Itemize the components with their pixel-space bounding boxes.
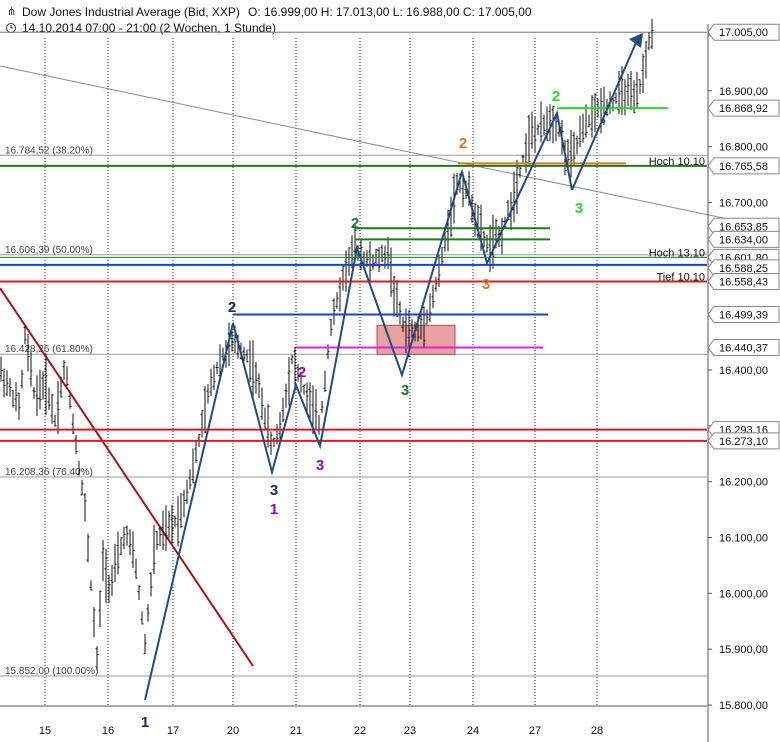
price-tag-label: 16.765,58 [719, 161, 768, 173]
x-tick-label: 17 [167, 725, 179, 737]
downtrend-line [0, 287, 254, 667]
fib-level-label: 16.208,36 (76.40%) [5, 467, 93, 478]
price-tag-box [707, 23, 780, 41]
price-tag: 17.005,00 [707, 23, 780, 41]
wave-lines [144, 33, 643, 701]
x-axis: 15 16 17 20 21 22 23 24 27 28 [0, 705, 707, 737]
arrowhead-icon [629, 33, 643, 48]
x-tick-label: 28 [591, 725, 603, 737]
level-annotation: Hoch 13.10 [649, 247, 705, 259]
wave-labels: 1 2 3 1 2 3 2 3 2 3 2 3 [141, 88, 583, 731]
price-tag-box [707, 432, 780, 450]
wave-label: 1 [270, 501, 278, 518]
y-tick-label: 16.100,00 [719, 533, 768, 545]
price-tag: 16.653,85 [707, 217, 780, 235]
wave-label: 3 [401, 382, 409, 399]
wave-projection [571, 37, 639, 191]
period-info: 14.10.2014 07:00 - 21:00 (2 Wochen, 1 St… [22, 21, 276, 35]
wave-label: 2 [298, 364, 306, 381]
wave-label: 2 [552, 88, 560, 105]
price-tag: 16.868,92 [707, 99, 780, 117]
y-tick-label: 16.700,00 [719, 198, 768, 210]
wave-label: 2 [351, 215, 359, 232]
price-tag-label: 16.653,85 [719, 221, 768, 233]
wave-label: 2 [459, 135, 467, 152]
chart-type-icon: ⋔ [7, 6, 16, 18]
price-tag-box [707, 99, 780, 117]
chart-header: ⋔ Dow Jones Industrial Average (Bid, XXP… [6, 5, 532, 35]
x-tick-label: 24 [467, 725, 479, 737]
price-tag: 16.499,39 [707, 306, 780, 324]
price-tag-label: 16.273,10 [719, 436, 768, 448]
wave-label: 3 [316, 457, 324, 474]
trend-lines [0, 31, 780, 667]
y-tick-label: 16.000,00 [719, 588, 768, 600]
price-tag-box [707, 338, 780, 356]
price-tag: 16.765,58 [707, 157, 780, 175]
x-tick-label: 23 [404, 725, 416, 737]
level-annotation: Tief 10.10 [656, 272, 705, 284]
y-tick-label: 15.800,00 [719, 700, 768, 712]
x-tick-label: 22 [354, 725, 366, 737]
x-tick-label: 16 [102, 725, 114, 737]
wave-label: 2 [228, 299, 236, 316]
x-tick-label: 15 [39, 725, 51, 737]
price-tag-label: 16.868,92 [719, 103, 768, 115]
fib-level-label: 16.784,52 (38.20%) [5, 145, 93, 156]
y-tick-label: 15.900,00 [719, 644, 768, 656]
wave-label: 1 [141, 714, 149, 731]
x-tick-label: 21 [290, 725, 302, 737]
wave-label: 3 [482, 276, 490, 293]
fib-level-label: 16.428,26 (61.80%) [5, 344, 93, 355]
y-axis: 17.000,0016.900,0016.800,0016.700,0016.6… [707, 23, 780, 742]
wave-label: 3 [575, 200, 583, 217]
price-tag-label: 17.005,00 [719, 27, 768, 39]
price-tag-box [707, 273, 780, 291]
price-tag: 16.273,10 [707, 432, 780, 450]
y-tick-label: 16.900,00 [719, 86, 768, 98]
price-tag-label: 16.634,00 [719, 234, 768, 246]
x-tick-label: 20 [227, 725, 239, 737]
price-tag: 16.558,43 [707, 273, 780, 291]
price-tag-box [707, 230, 780, 248]
y-tick-label: 16.200,00 [719, 477, 768, 489]
price-tag-box [707, 306, 780, 324]
price-tag: 16.634,00 [707, 230, 780, 248]
fib-level-label: 16.606,39 (50.00%) [5, 245, 93, 256]
horizontal-lines: Hoch 10.10 Hoch 13.10 Tief 10.10 [0, 107, 707, 442]
price-tag-label: 16.588,25 [719, 263, 768, 275]
price-tag-label: 16.558,43 [719, 277, 768, 289]
fib-level-label: 15.852,00 (100.00%) [5, 666, 98, 677]
grid [44, 38, 598, 707]
level-annotation: Hoch 10.10 [649, 156, 705, 168]
price-tag-box [707, 157, 780, 175]
chart-title: Dow Jones Industrial Average (Bid, XXP) [22, 5, 240, 19]
ohlc-readout: O: 16.999,00 H: 17.013,00 L: 16.988,00 C… [248, 5, 532, 19]
fibonacci-levels: 16.784,52 (38.20%) 16.606,39 (50.00%) 16.4… [0, 145, 707, 677]
y-tick-label: 16.400,00 [719, 365, 768, 377]
price-tag: 16.440,37 [707, 338, 780, 356]
price-tag-label: 16.440,37 [719, 342, 768, 354]
wave-label: 3 [270, 482, 278, 499]
channel-line [0, 65, 780, 231]
wave-zigzag [144, 109, 573, 701]
y-tick-label: 16.800,00 [719, 142, 768, 154]
price-tag-label: 16.499,39 [719, 310, 768, 322]
x-tick-label: 27 [529, 725, 541, 737]
